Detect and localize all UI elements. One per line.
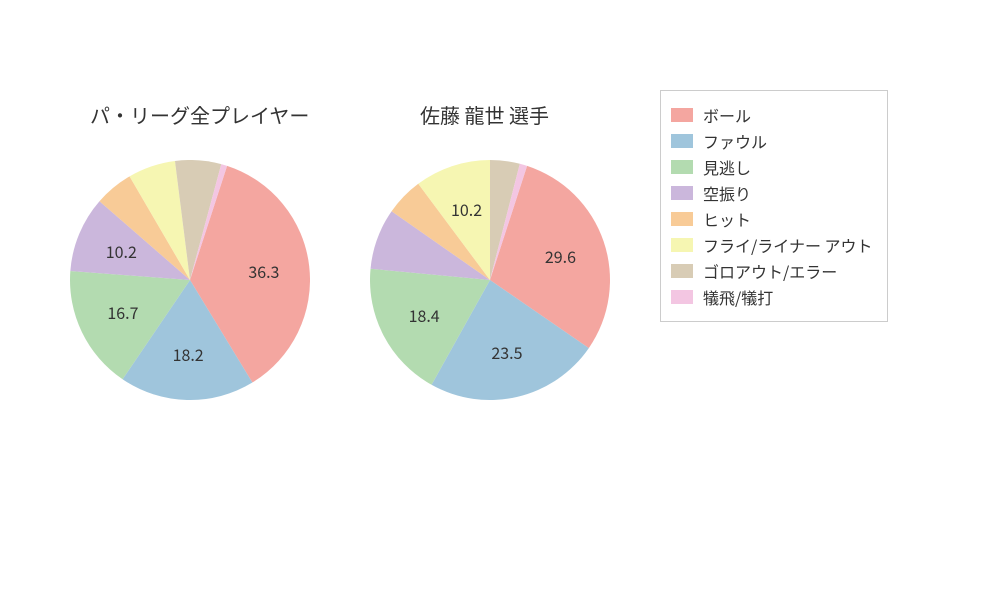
legend-swatch-swing: [671, 186, 693, 200]
legend-item-fly_liner: フライ/ライナー アウト: [671, 233, 873, 257]
legend-label-fly_liner: フライ/ライナー アウト: [703, 233, 873, 257]
chart-stage: パ・リーグ全プレイヤー 佐藤 龍世 選手 36.318.216.710.2 29…: [0, 0, 1000, 600]
legend-label-sac: 犠飛/犠打: [703, 285, 773, 309]
legend: ボールファウル見逃し空振りヒットフライ/ライナー アウトゴロアウト/エラー犠飛/…: [660, 90, 888, 322]
legend-swatch-fly_liner: [671, 238, 693, 252]
legend-item-ground_err: ゴロアウト/エラー: [671, 259, 873, 283]
legend-label-swing: 空振り: [703, 181, 751, 205]
legend-label-ground_err: ゴロアウト/エラー: [703, 259, 837, 283]
pie-chart-league: 36.318.216.710.2: [70, 160, 310, 400]
legend-swatch-look: [671, 160, 693, 174]
pie-title-league: パ・リーグ全プレイヤー: [90, 100, 309, 129]
pie-chart-player: 29.623.518.410.2: [370, 160, 610, 400]
legend-item-hit: ヒット: [671, 207, 873, 231]
legend-item-foul: ファウル: [671, 129, 873, 153]
legend-item-swing: 空振り: [671, 181, 873, 205]
pie-title-player: 佐藤 龍世 選手: [420, 100, 549, 129]
legend-swatch-ball: [671, 108, 693, 122]
legend-label-ball: ボール: [703, 103, 751, 127]
legend-label-hit: ヒット: [703, 207, 751, 231]
legend-item-ball: ボール: [671, 103, 873, 127]
legend-swatch-hit: [671, 212, 693, 226]
legend-label-foul: ファウル: [703, 129, 767, 153]
legend-label-look: 見逃し: [703, 155, 751, 179]
legend-item-sac: 犠飛/犠打: [671, 285, 873, 309]
legend-swatch-sac: [671, 290, 693, 304]
legend-swatch-foul: [671, 134, 693, 148]
legend-swatch-ground_err: [671, 264, 693, 278]
legend-item-look: 見逃し: [671, 155, 873, 179]
